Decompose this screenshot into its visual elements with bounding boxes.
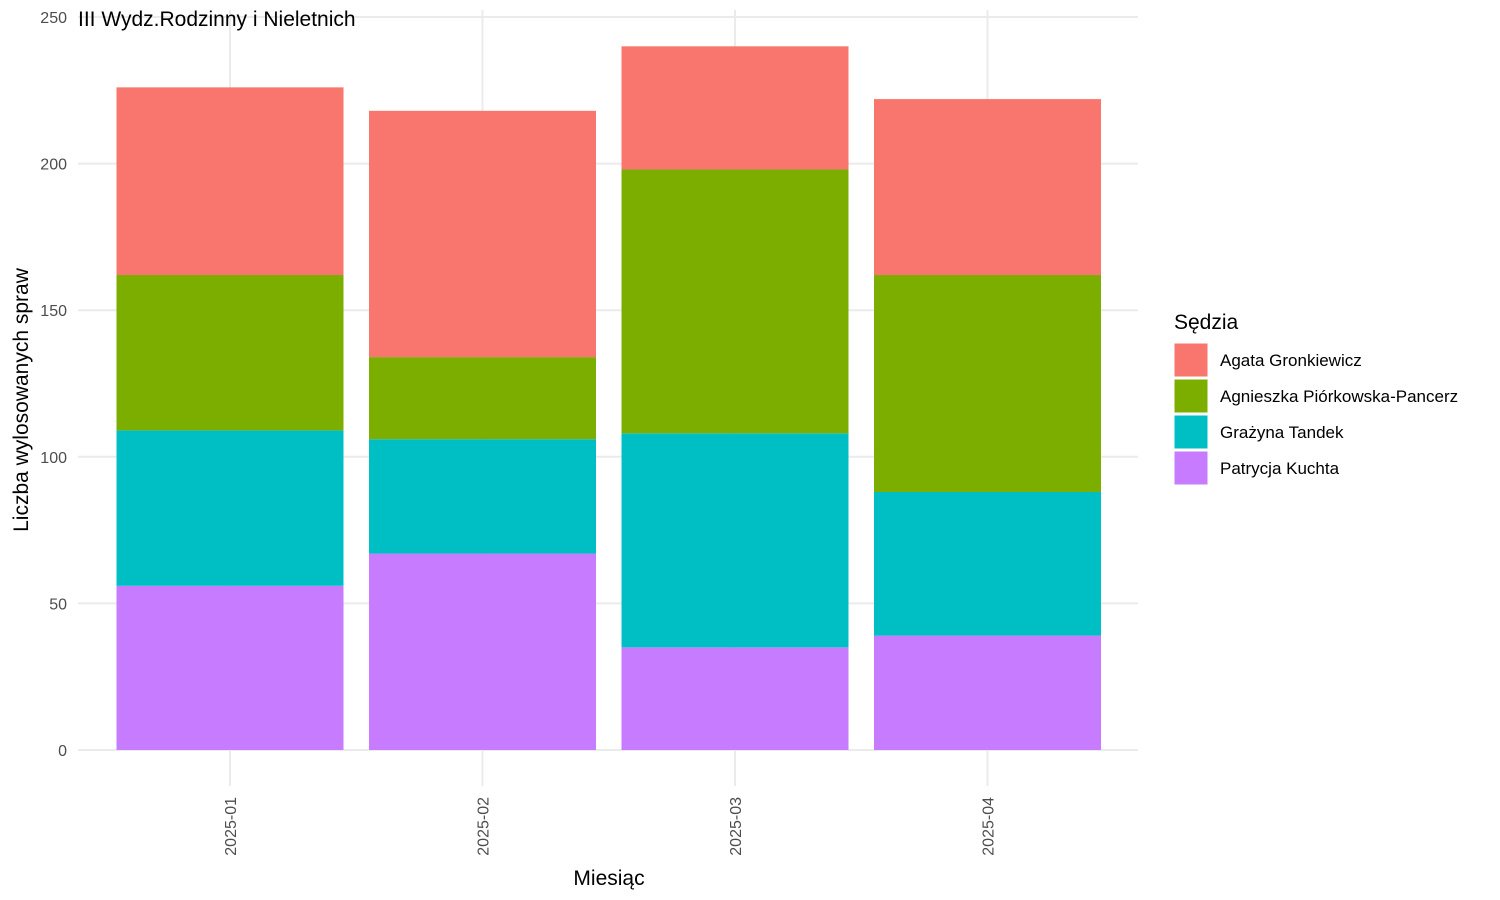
legend-label: Patrycja Kuchta xyxy=(1220,459,1340,478)
legend-swatch xyxy=(1173,342,1209,378)
bar-segment xyxy=(874,491,1101,636)
bar-segment xyxy=(116,430,344,586)
y-axis-title: Liczba wylosowanych spraw xyxy=(10,267,33,532)
bar-segment xyxy=(116,275,344,431)
bar-segment xyxy=(874,275,1101,492)
x-tick-label: 2025-02 xyxy=(476,797,493,856)
legend-label: Grażyna Tandek xyxy=(1220,423,1344,442)
bar-segment xyxy=(621,647,849,750)
bar-segment xyxy=(874,635,1101,750)
y-tick-label: 50 xyxy=(49,596,67,613)
legend-label: Agnieszka Piórkowska-Pancerz xyxy=(1220,387,1458,406)
y-tick-label: 200 xyxy=(40,157,67,174)
bar-segment xyxy=(116,87,344,276)
y-tick-label: 0 xyxy=(58,743,67,760)
bar-segment xyxy=(116,585,344,750)
bars xyxy=(116,46,1101,750)
x-axis-title: Miesiąc xyxy=(573,867,644,890)
legend-swatch xyxy=(1173,414,1209,450)
y-tick-label: 150 xyxy=(40,303,67,320)
bar-segment xyxy=(621,169,849,434)
chart-title: III Wydz.Rodzinny i Nieletnich xyxy=(78,8,356,31)
bar-segment xyxy=(369,357,596,440)
legend-items: Agata Gronkiewicz Agnieszka Piórkowska-Pa… xyxy=(1173,342,1458,486)
legend-swatch xyxy=(1173,378,1209,414)
bar-segment xyxy=(369,553,596,750)
y-tick-label: 250 xyxy=(40,10,67,27)
bar-segment xyxy=(621,433,849,648)
y-tick-labels: 0 50 100 150 200 250 xyxy=(40,10,67,760)
x-tick-label: 2025-04 xyxy=(981,797,998,856)
legend-title: Sędzia xyxy=(1174,311,1239,334)
legend: Sędzia Agata Gronkiewicz Agnieszka Piórko… xyxy=(1173,311,1458,486)
bar-segment xyxy=(621,46,849,170)
x-tick-label: 2025-01 xyxy=(223,797,240,856)
bar-segment xyxy=(874,99,1101,276)
y-tick-label: 100 xyxy=(40,450,67,467)
bar-segment xyxy=(369,439,596,554)
x-tick-label: 2025-03 xyxy=(728,797,745,856)
legend-swatch xyxy=(1173,450,1209,486)
legend-label: Agata Gronkiewicz xyxy=(1220,351,1362,370)
bar-segment xyxy=(369,110,596,358)
x-tick-labels: 2025-01 2025-02 2025-03 2025-04 xyxy=(223,797,998,856)
